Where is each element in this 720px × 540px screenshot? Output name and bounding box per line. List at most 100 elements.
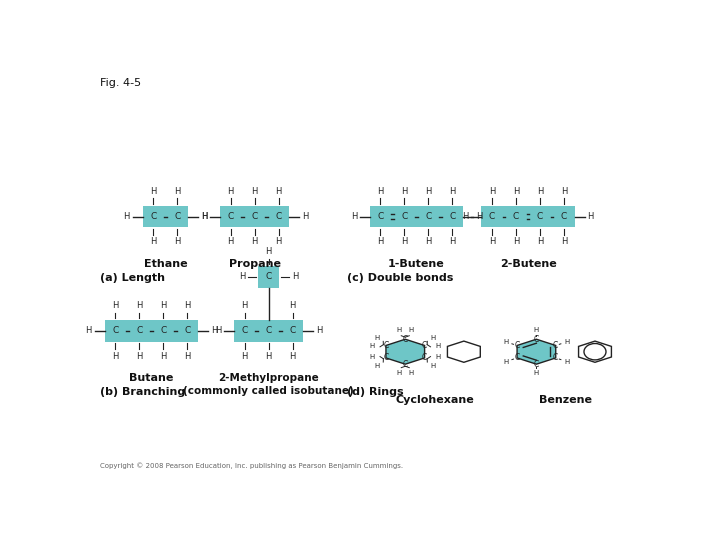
Text: H: H (431, 363, 436, 369)
Text: H: H (211, 326, 217, 335)
Text: C: C (489, 212, 495, 221)
Text: H: H (266, 352, 271, 361)
Text: H: H (86, 326, 92, 335)
Text: H: H (397, 370, 402, 376)
Text: H: H (184, 352, 191, 361)
Text: C: C (383, 341, 389, 350)
Text: (d) Rings: (d) Rings (347, 388, 403, 397)
Text: C: C (402, 335, 408, 344)
Bar (258, 266, 279, 288)
Polygon shape (517, 339, 556, 364)
Bar (220, 206, 289, 227)
Text: Butane: Butane (129, 373, 174, 383)
Text: H: H (150, 187, 156, 196)
Text: H: H (136, 301, 143, 310)
Text: H: H (276, 187, 282, 196)
Text: H: H (302, 212, 308, 221)
Text: H: H (201, 212, 207, 221)
Text: C: C (553, 354, 558, 362)
Text: H: H (409, 370, 414, 376)
Text: Copyright © 2008 Pearson Education, Inc. publishing as Pearson Benjamin Cummings: Copyright © 2008 Pearson Education, Inc.… (100, 462, 403, 469)
Text: C: C (401, 212, 408, 221)
Text: C: C (553, 341, 558, 350)
Text: H: H (377, 187, 384, 196)
Text: C: C (228, 212, 234, 221)
Text: H: H (449, 238, 456, 246)
Text: C: C (383, 354, 389, 362)
Text: H: H (401, 187, 408, 196)
Text: C: C (402, 360, 408, 369)
Bar (482, 206, 575, 227)
Text: H: H (426, 238, 431, 246)
Text: H: H (160, 301, 166, 310)
Text: H: H (503, 359, 508, 364)
Text: H: H (513, 238, 519, 246)
Text: H: H (184, 301, 191, 310)
Text: H: H (150, 238, 156, 246)
Bar (370, 206, 463, 227)
Text: C: C (136, 326, 143, 335)
Text: (b) Branching: (b) Branching (100, 388, 185, 397)
Text: C: C (251, 212, 258, 221)
Text: C: C (426, 212, 431, 221)
Bar (143, 206, 188, 227)
Text: C: C (276, 212, 282, 221)
Text: C: C (241, 326, 248, 335)
Text: C: C (449, 212, 456, 221)
Text: H: H (124, 212, 130, 221)
Text: C: C (515, 341, 520, 350)
Text: Ethane: Ethane (143, 259, 187, 268)
Text: C: C (377, 212, 384, 221)
Text: H: H (476, 212, 482, 221)
Text: Propane: Propane (229, 259, 281, 268)
Text: C: C (289, 326, 296, 335)
Text: H: H (561, 187, 567, 196)
Text: C: C (513, 212, 519, 221)
Text: (a) Length: (a) Length (100, 273, 165, 283)
Text: H: H (534, 327, 539, 333)
Text: H: H (174, 187, 181, 196)
Text: C: C (537, 212, 543, 221)
Text: H: H (503, 339, 508, 345)
Text: H: H (513, 187, 519, 196)
Text: H: H (561, 238, 567, 246)
Text: H: H (112, 301, 119, 310)
Text: 2-Butene: 2-Butene (500, 259, 557, 268)
Text: Fig. 4-5: Fig. 4-5 (100, 78, 141, 88)
Text: H: H (266, 247, 271, 256)
Text: Cyclohexane: Cyclohexane (395, 395, 474, 406)
Text: H: H (369, 343, 375, 349)
Text: H: H (241, 352, 248, 361)
Text: H: H (292, 272, 298, 281)
Text: H: H (251, 238, 258, 246)
Text: H: H (228, 238, 234, 246)
Text: H: H (136, 352, 143, 361)
Text: C: C (266, 272, 271, 281)
Text: C: C (422, 341, 427, 350)
Text: H: H (374, 363, 379, 369)
Text: H: H (289, 352, 296, 361)
Text: C: C (534, 335, 539, 344)
Text: C: C (174, 212, 181, 221)
Text: H: H (462, 212, 469, 221)
Text: H: H (251, 187, 258, 196)
Text: H: H (489, 238, 495, 246)
Text: Benzene: Benzene (539, 395, 592, 406)
Text: H: H (537, 238, 543, 246)
Text: H: H (537, 187, 543, 196)
Text: H: H (215, 326, 221, 335)
Text: H: H (316, 326, 323, 335)
Text: H: H (449, 187, 456, 196)
Text: C: C (266, 326, 271, 335)
Text: C: C (150, 212, 156, 221)
Polygon shape (386, 339, 425, 364)
Text: H: H (436, 343, 441, 349)
Text: H: H (239, 272, 245, 281)
Text: H: H (174, 238, 181, 246)
Text: H: H (276, 238, 282, 246)
Text: H: H (564, 359, 570, 364)
Text: H: H (431, 335, 436, 341)
Text: H: H (351, 212, 357, 221)
Text: C: C (112, 326, 119, 335)
Text: H: H (374, 335, 379, 341)
